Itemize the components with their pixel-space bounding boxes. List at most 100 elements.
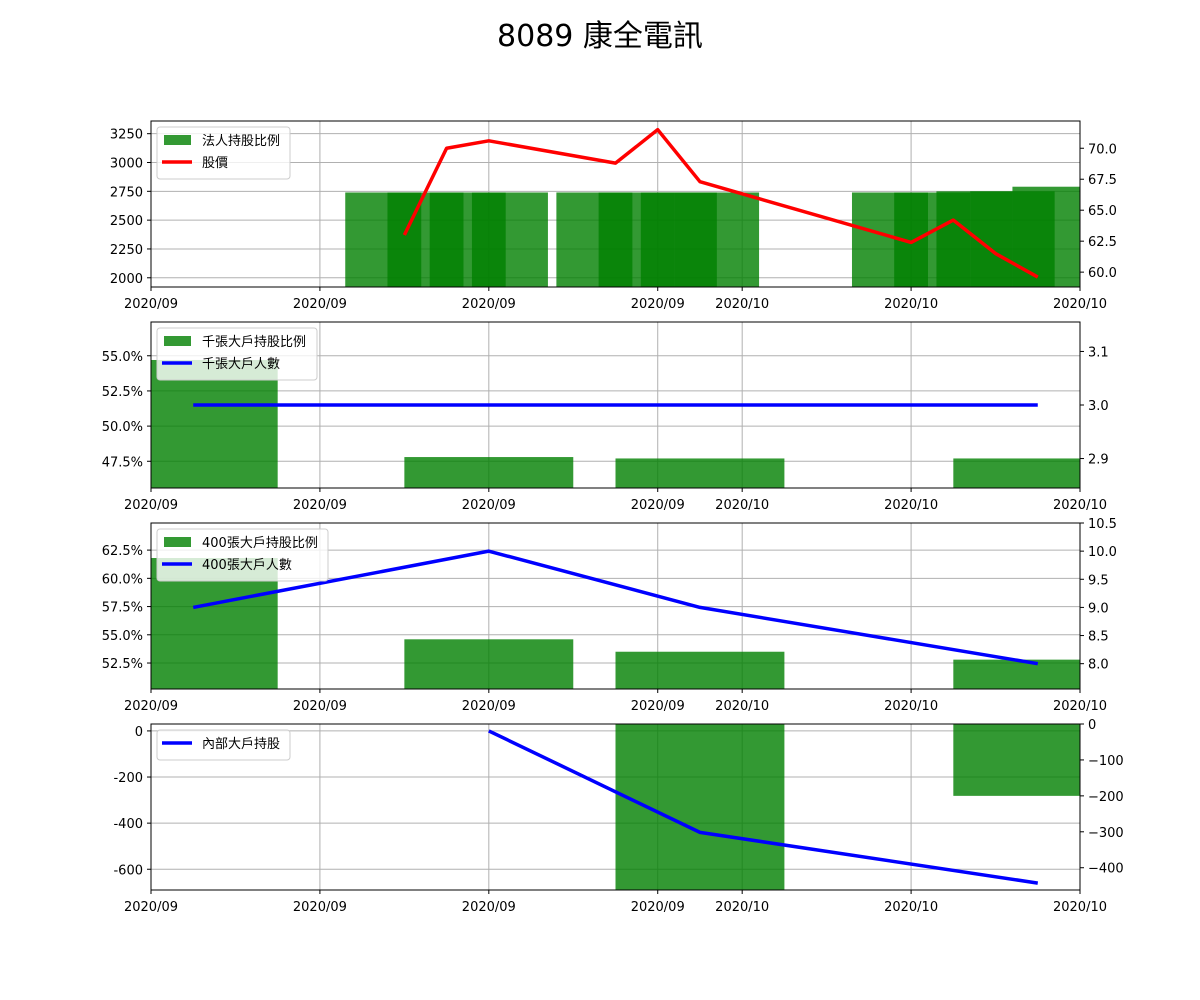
bar [953,724,1080,796]
legend-label: 股價 [202,156,228,171]
y-tick-label-right: 10.5 [1088,517,1117,532]
legend-swatch-bar [164,135,191,145]
bar [953,458,1080,488]
y-tick-label-left: 62.5% [102,544,143,559]
x-tick-label: 2020/10 [715,699,769,714]
y-tick-label-right: 67.5 [1088,173,1117,188]
y-tick-label-left: 0 [135,725,143,740]
chart-title: 8089 康全電訊 [497,19,703,54]
y-tick-label-right: 3.0 [1088,399,1109,414]
x-tick-label: 2020/09 [124,699,178,714]
panel-frame [150,120,1081,288]
x-tick-label: 2020/10 [884,699,938,714]
legend-box [156,327,318,381]
y-tick-label-left: 2250 [110,243,143,258]
x-tick-label: 2020/10 [715,900,769,915]
plot-area [345,127,1080,287]
y-tick-label-left: 57.5% [102,601,143,616]
y-tick-label-right: 0 [1088,718,1096,733]
x-tick-label: 2020/09 [631,498,685,513]
x-tick-label: 2020/09 [293,297,347,312]
x-tick-label: 2020/09 [631,297,685,312]
y-tick-label-left: 2500 [110,214,143,229]
x-tick-label: 2020/10 [1053,498,1107,513]
y-tick-label-left: 60.0% [102,572,143,587]
x-tick-label: 2020/10 [884,498,938,513]
legend-label: 法人持股比例 [202,134,280,149]
y-tick-label-right: −300 [1088,826,1124,841]
y-tick-label-right: 70.0 [1088,142,1117,157]
plot-area [488,724,1080,890]
x-tick-label: 2020/10 [715,297,769,312]
panel-3: 52.5% 55.0% 57.5% 60.0% 62.5% 8.0 8.5 9.0 9.5 10.… [102,517,1117,714]
bar [953,659,1080,689]
panel-1: 2000 2250 2500 2750 3000 3250 60.0 62.5 65.0 67.5… [110,120,1117,312]
panel-2: 47.5% 50.0% 52.5% 55.0% 2.9 3.0 3.1 2020/09 2020… [102,321,1109,513]
x-tick-label: 2020/10 [884,900,938,915]
x-tick-label: 2020/09 [631,699,685,714]
holders-line [192,549,1039,666]
y-tick-label-right: 8.0 [1088,658,1109,673]
x-tick-label: 2020/10 [715,498,769,513]
legend-label: 內部大戶持股 [202,737,280,752]
y-tick-label-right: 3.1 [1088,345,1109,360]
y-tick-label-right: 60.0 [1088,266,1117,281]
legend-label: 400張大戶人數 [202,558,292,573]
legend-swatch-bar [164,537,191,547]
x-tick-label: 2020/09 [124,900,178,915]
y-tick-label-left: 52.5% [102,657,143,672]
y-tick-label-right: 65.0 [1088,204,1117,219]
x-tick-label: 2020/09 [631,900,685,915]
legend-label: 千張大戶持股比例 [202,335,306,350]
panel-frame [150,522,1081,690]
bar [615,651,785,689]
legend-label: 400張大戶持股比例 [202,536,318,551]
x-tick-label: 2020/10 [884,297,938,312]
x-tick-label: 2020/09 [124,498,178,513]
y-tick-label-left: 2000 [110,272,143,287]
y-tick-label-left: -200 [113,771,143,786]
legend: 內部大戶持股 [156,729,291,761]
y-tick-label-left: 55.0% [102,629,143,644]
legend-box [156,729,291,761]
x-tick-label: 2020/10 [1053,699,1107,714]
x-tick-label: 2020/10 [1053,297,1107,312]
x-tick-label: 2020/09 [293,900,347,915]
y-tick-label-right: −400 [1088,862,1124,877]
panels: 2000 2250 2500 2750 3000 3250 60.0 62.5 65.0 67.5… [102,120,1124,915]
y-tick-label-left: 3000 [110,157,143,172]
legend-box [156,528,329,582]
x-tick-label: 2020/09 [462,498,516,513]
holders-line [488,729,1039,885]
y-tick-label-right: −100 [1088,754,1124,769]
x-tick-label: 2020/09 [462,900,516,915]
bar [151,359,278,488]
y-tick-label-left: 47.5% [102,455,143,470]
y-tick-label-left: 55.0% [102,350,143,365]
plot-area [151,359,1080,488]
y-tick-label-left: -400 [113,817,143,832]
x-tick-label: 2020/09 [462,297,516,312]
y-tick-label-right: 62.5 [1088,235,1117,250]
legend-label: 千張大戶人數 [202,357,280,372]
y-tick-label-left: 52.5% [102,385,143,400]
y-tick-label-right: 10.0 [1088,545,1117,560]
legend-swatch-bar [164,336,191,346]
x-tick-label: 2020/09 [293,498,347,513]
y-tick-label-right: −200 [1088,790,1124,805]
bar [404,639,574,689]
y-tick-label-right: 8.5 [1088,630,1109,645]
bar [471,192,548,287]
y-tick-label-left: 2750 [110,185,143,200]
x-tick-label: 2020/09 [124,297,178,312]
y-tick-label-left: 3250 [110,128,143,143]
x-tick-label: 2020/10 [1053,900,1107,915]
y-tick-label-right: 2.9 [1088,453,1109,468]
y-tick-label-right: 9.0 [1088,601,1109,616]
bar [674,192,760,287]
y-tick-label-left: -600 [113,863,143,878]
price-line [402,127,1039,279]
